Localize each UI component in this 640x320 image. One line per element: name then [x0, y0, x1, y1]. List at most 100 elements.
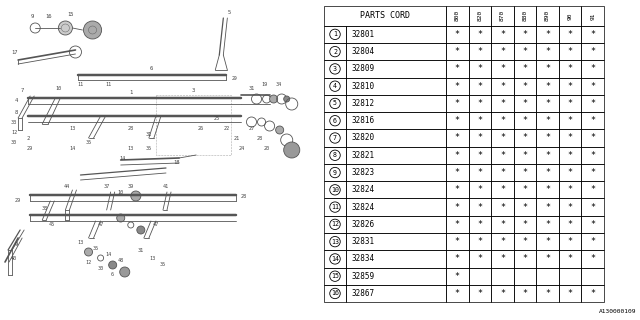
Text: 21: 21 — [234, 135, 239, 140]
Text: *: * — [477, 289, 483, 298]
Text: *: * — [455, 220, 460, 229]
Bar — [559, 250, 581, 268]
Text: *: * — [455, 151, 460, 160]
Text: 5: 5 — [228, 10, 231, 14]
Text: 22: 22 — [223, 125, 230, 131]
Circle shape — [84, 248, 93, 256]
Text: 7: 7 — [333, 135, 337, 141]
Text: *: * — [500, 47, 505, 56]
Bar — [446, 285, 468, 302]
Text: 32812: 32812 — [352, 99, 375, 108]
Bar — [446, 250, 468, 268]
Circle shape — [109, 261, 116, 269]
Text: 24: 24 — [238, 146, 244, 150]
Text: 7: 7 — [20, 87, 24, 92]
Text: *: * — [522, 133, 527, 142]
Bar — [581, 60, 604, 77]
Text: *: * — [568, 220, 573, 229]
Text: *: * — [500, 185, 505, 194]
Bar — [346, 198, 446, 216]
Text: 28: 28 — [241, 195, 246, 199]
Bar — [536, 43, 559, 60]
Bar — [491, 216, 514, 233]
Text: *: * — [500, 82, 505, 91]
Text: *: * — [590, 116, 595, 125]
Bar — [346, 250, 446, 268]
Text: 39: 39 — [127, 183, 134, 188]
Text: *: * — [455, 116, 460, 125]
Bar — [491, 43, 514, 60]
Bar — [324, 77, 346, 95]
Bar — [491, 129, 514, 147]
Text: 12: 12 — [11, 130, 17, 134]
Bar — [446, 216, 468, 233]
Bar — [559, 112, 581, 129]
Bar — [581, 250, 604, 268]
Text: 14: 14 — [120, 156, 126, 161]
Text: 38: 38 — [41, 205, 47, 211]
Text: 44: 44 — [63, 183, 70, 188]
Text: 6: 6 — [333, 118, 337, 124]
Text: 35: 35 — [92, 245, 99, 251]
Text: 10: 10 — [331, 187, 339, 193]
Bar — [446, 77, 468, 95]
Text: *: * — [568, 203, 573, 212]
Text: *: * — [545, 99, 550, 108]
Bar — [581, 268, 604, 285]
Text: 31: 31 — [138, 247, 144, 252]
Circle shape — [131, 191, 141, 201]
Bar — [324, 26, 346, 43]
Bar — [536, 147, 559, 164]
Text: 28: 28 — [127, 125, 134, 131]
Text: *: * — [568, 185, 573, 194]
Bar — [468, 77, 491, 95]
Text: 91: 91 — [590, 12, 595, 20]
Text: 3: 3 — [191, 87, 195, 92]
Bar — [559, 164, 581, 181]
Bar — [581, 43, 604, 60]
Text: 32816: 32816 — [352, 116, 375, 125]
Bar — [514, 6, 536, 26]
Text: 13: 13 — [331, 239, 339, 245]
Text: *: * — [522, 82, 527, 91]
Bar — [559, 198, 581, 216]
Text: *: * — [545, 47, 550, 56]
Bar — [491, 268, 514, 285]
Text: *: * — [477, 151, 483, 160]
Text: *: * — [500, 151, 505, 160]
Bar — [346, 129, 446, 147]
Text: 13: 13 — [150, 255, 156, 260]
Bar — [536, 129, 559, 147]
Bar — [446, 95, 468, 112]
Text: 13: 13 — [69, 125, 76, 131]
Text: *: * — [522, 237, 527, 246]
Bar — [559, 233, 581, 250]
Text: 18: 18 — [173, 159, 179, 164]
Bar — [491, 112, 514, 129]
Text: 890: 890 — [545, 10, 550, 21]
Bar — [559, 181, 581, 198]
Text: 31: 31 — [146, 132, 152, 138]
Bar — [536, 233, 559, 250]
Bar — [324, 285, 346, 302]
Bar — [468, 43, 491, 60]
Bar — [324, 198, 346, 216]
Text: *: * — [568, 47, 573, 56]
Bar — [468, 60, 491, 77]
Text: *: * — [590, 30, 595, 39]
Bar — [491, 60, 514, 77]
Bar — [581, 285, 604, 302]
Bar — [324, 129, 346, 147]
Bar — [346, 95, 446, 112]
Text: 47: 47 — [97, 222, 104, 228]
Bar — [581, 164, 604, 181]
Text: *: * — [455, 272, 460, 281]
Text: *: * — [590, 168, 595, 177]
Text: *: * — [590, 47, 595, 56]
Bar — [491, 147, 514, 164]
Bar — [446, 181, 468, 198]
Bar — [536, 95, 559, 112]
Bar — [324, 233, 346, 250]
Bar — [491, 95, 514, 112]
Text: 6: 6 — [149, 66, 152, 70]
